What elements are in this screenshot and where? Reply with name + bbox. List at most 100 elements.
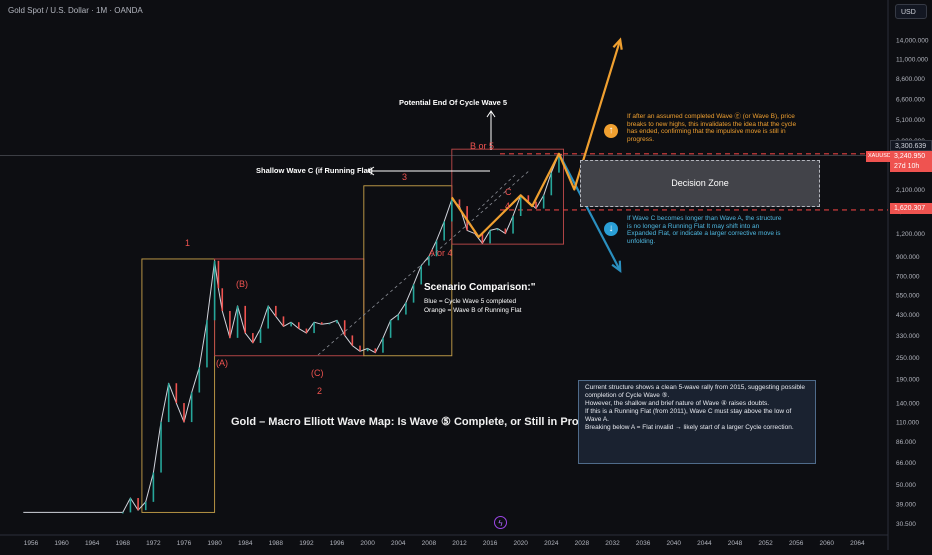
y-tick-label: 900.000	[896, 254, 920, 261]
y-tick-label: 11,000.000	[896, 56, 928, 63]
candle-body	[328, 323, 331, 325]
scenario-comparison: Scenario Comparison:" Blue = Cycle Wave …	[424, 282, 535, 315]
x-tick-label: 2000	[360, 540, 375, 547]
lightning-icon[interactable]: ϟ	[494, 516, 507, 529]
candle-body	[144, 501, 147, 511]
wave-label-a-paren: (A)	[216, 358, 228, 368]
horizontal-levels	[0, 153, 888, 211]
y-tick-label: 8,600.000	[896, 76, 925, 83]
candle-body	[206, 320, 208, 368]
candle-body	[397, 314, 400, 321]
candle-body	[481, 233, 484, 244]
x-tick-label: 2048	[728, 540, 743, 547]
x-tick-label: 2036	[636, 540, 651, 547]
candle-body	[489, 230, 491, 244]
symbol-header: Gold Spot / U.S. Dollar · 1M · OANDA	[8, 6, 143, 15]
x-tick-label: 2056	[789, 540, 804, 547]
candle-body	[313, 322, 315, 334]
info-box: Current structure shows a clean 5-wave r…	[578, 380, 816, 464]
main-title: Gold – Macro Elliott Wave Map: Is Wave ⑤…	[231, 416, 615, 428]
candle-body	[259, 328, 262, 343]
wave-label-3: 3	[402, 172, 408, 182]
candle-body	[535, 201, 537, 209]
candle-body	[198, 367, 201, 393]
candle-body	[190, 392, 193, 423]
candle-body	[527, 195, 530, 202]
price-tag-high: 3,300.639	[890, 140, 932, 151]
x-tick-label: 1988	[269, 540, 284, 547]
shallow-wave-arrow-head	[367, 166, 375, 176]
y-tick-label: 430.000	[896, 312, 920, 319]
candle-body	[435, 240, 438, 257]
projection-arrow-head	[612, 37, 623, 50]
decision-zone[interactable]: Decision Zone	[580, 160, 820, 207]
currency-selector[interactable]: USD	[895, 4, 927, 19]
arrow-down-icon: ↓	[604, 222, 618, 236]
x-tick-label: 1996	[330, 540, 345, 547]
x-tick-label: 1968	[116, 540, 131, 547]
x-tick-label: 2004	[391, 540, 406, 547]
x-tick-label: 1980	[207, 540, 222, 547]
x-tick-label: 1976	[177, 540, 192, 547]
y-tick-label: 39.000	[896, 501, 916, 508]
x-tick-label: 1972	[146, 540, 161, 547]
wave-label-a-or-4: A or 4	[429, 248, 453, 258]
y-tick-label: 140.000	[896, 401, 920, 408]
x-tick-label: 2008	[422, 540, 437, 547]
candle-body	[458, 199, 461, 207]
candle-body	[560, 153, 563, 156]
y-tick-label: 14,000.000	[896, 37, 929, 44]
candle-body	[175, 383, 178, 404]
x-tick-label: 2064	[850, 540, 865, 547]
y-tick-label: 5,100.000	[896, 117, 925, 124]
x-tick-label: 2044	[697, 540, 712, 547]
y-tick-label: 250.000	[896, 355, 920, 362]
price-series-line	[23, 153, 562, 513]
y-tick-label: 30.500	[896, 521, 916, 528]
shallow-wave-label: Shallow Wave C (if Running Flat)	[256, 166, 373, 175]
candle-body	[290, 322, 292, 327]
wave-label-b-paren: (B)	[236, 279, 248, 289]
arrow-up-icon: ↑	[604, 124, 618, 138]
info-line: Current structure shows a clean 5-wave r…	[585, 384, 806, 399]
wave-label-c: C	[505, 187, 512, 197]
symbol-tag: XAUUSD	[866, 151, 891, 162]
candle-body	[504, 228, 507, 234]
candle-body	[217, 260, 220, 289]
y-tick-label: 190.000	[896, 376, 920, 383]
projection-arrow-head	[611, 260, 622, 273]
candle-body	[382, 337, 384, 353]
x-tick-label: 1956	[24, 540, 39, 547]
candle-body	[282, 316, 285, 327]
x-tick-label: 2024	[544, 540, 559, 547]
wave-box	[141, 258, 216, 513]
candle-body	[213, 260, 216, 321]
y-axis: 14,000.000 11,000.000 8,600.000 6,600.000 5,…	[887, 0, 929, 550]
price-tag-current: 3,240.950	[890, 151, 932, 162]
candle-body	[137, 498, 139, 511]
candle-body	[152, 472, 155, 502]
candle-body	[558, 153, 560, 173]
x-tick-label: 2016	[483, 540, 498, 547]
x-tick-label: 1984	[238, 540, 253, 547]
price-tag-low: 1,620.307	[890, 203, 932, 214]
info-line: Breaking below A = Flat invalid → likely…	[585, 424, 794, 431]
projection-line	[558, 153, 622, 272]
candle-body	[405, 302, 407, 315]
wave-label-b-or-5: B or 5	[470, 141, 495, 151]
candle-body	[121, 512, 124, 514]
candle-body	[229, 310, 231, 338]
candle-body	[542, 195, 545, 209]
candle-body	[183, 403, 185, 423]
countdown-tag: 27d 10h	[890, 161, 932, 172]
y-tick-label: 86.000	[896, 439, 916, 446]
blue-note: If Wave C becomes longer than Wave A, th…	[627, 215, 782, 245]
candle-body	[351, 335, 354, 346]
projection-line	[450, 39, 622, 239]
candle-body	[420, 265, 423, 285]
y-tick-label: 66.000	[896, 460, 916, 467]
x-tick-label: 1992	[299, 540, 314, 547]
trendline-dashed	[317, 169, 531, 356]
